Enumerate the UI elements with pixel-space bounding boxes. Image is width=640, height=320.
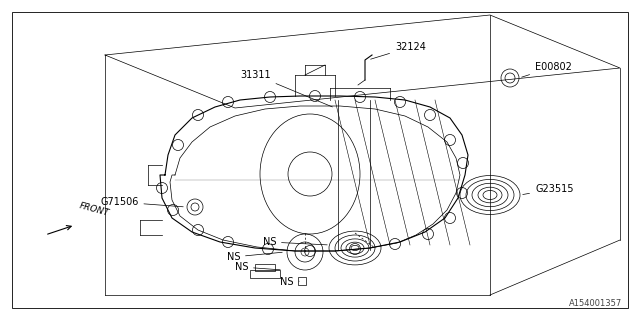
Text: G23515: G23515: [523, 184, 573, 195]
Bar: [298, 277, 306, 285]
Text: NS: NS: [234, 262, 280, 272]
Text: 32124: 32124: [371, 42, 426, 59]
Bar: [255, 264, 275, 271]
Text: FRONT: FRONT: [78, 201, 110, 218]
Text: NS: NS: [280, 277, 300, 287]
Text: A154001357: A154001357: [569, 299, 622, 308]
Text: NS: NS: [262, 237, 327, 247]
Text: NS: NS: [227, 252, 282, 262]
Bar: [250, 270, 280, 278]
Text: E00802: E00802: [522, 62, 572, 77]
Text: G71506: G71506: [100, 197, 183, 207]
Text: 31311: 31311: [240, 70, 332, 107]
